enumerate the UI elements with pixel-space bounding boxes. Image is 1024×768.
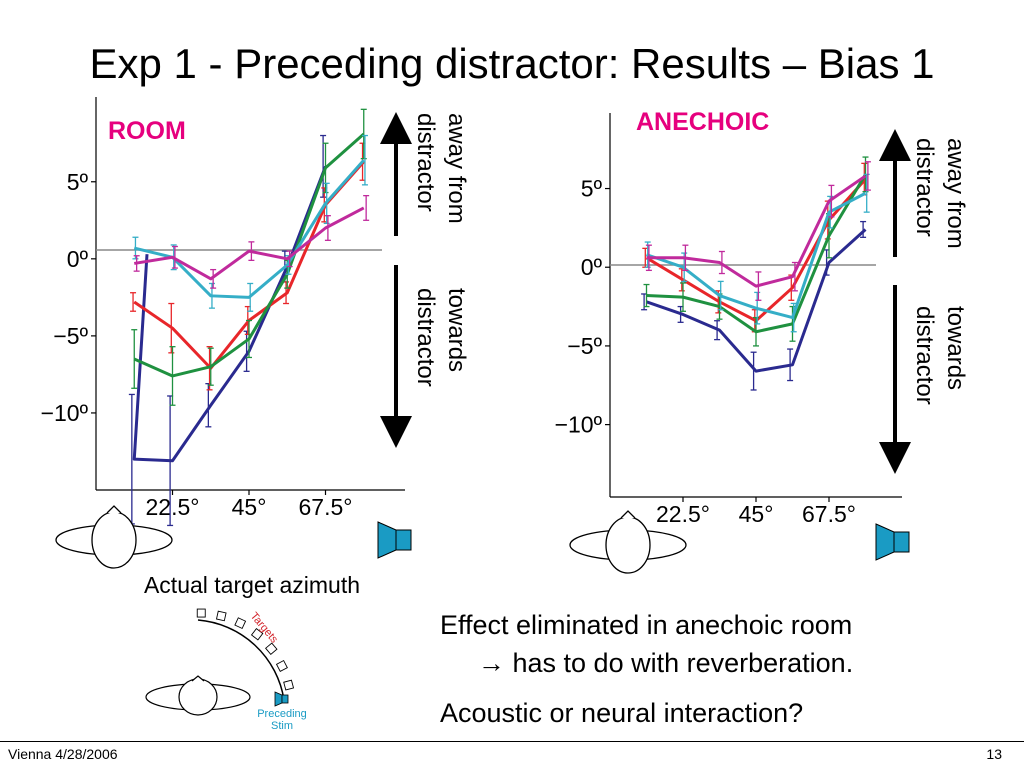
inset-preceding-label-1: Preceding — [257, 708, 307, 720]
anechoic-away-label-1: away from — [942, 138, 969, 249]
inset-head-icon — [145, 675, 251, 716]
anechoic-series-line — [646, 228, 867, 373]
anechoic-away-label-2: distractor — [911, 138, 938, 237]
room-y-ticks: 5º 0º −5º −10º — [41, 169, 96, 426]
room-series-4 — [133, 194, 370, 289]
anechoic-y-tick-label: −5º — [567, 333, 602, 359]
anechoic-x-tick-label: 22.5° — [656, 501, 710, 527]
anechoic-y-tick-label: −10º — [555, 412, 603, 438]
anechoic-series-2 — [643, 156, 869, 347]
inset-target-speakers — [196, 608, 295, 691]
room-series-line — [132, 165, 327, 463]
bullet-2: → has to do with reverberation. — [478, 648, 854, 678]
room-speaker-icon — [377, 521, 412, 559]
anechoic-head-icon — [569, 510, 687, 574]
anechoic-series-4 — [645, 161, 871, 301]
anechoic-series-line — [646, 173, 867, 334]
footer-date: Vienna 4/28/2006 — [8, 746, 118, 762]
anechoic-x-tick-label: 67.5° — [802, 501, 856, 527]
anechoic-series-line — [646, 174, 867, 288]
slide-title: Exp 1 - Preceding distractor: Results – … — [89, 40, 935, 87]
room-towards-label-1: towards — [443, 288, 470, 372]
chart-area: ROOM 5º 0º −5º −10º 22.5° 45° 67.5° away from… — [41, 97, 969, 732]
anechoic-y-ticks: 5º 0º −5º −10º — [555, 176, 610, 438]
room-y-tick-label: −10º — [41, 400, 89, 426]
inset-target-speaker — [215, 610, 227, 622]
anechoic-series-3 — [644, 173, 870, 333]
bullet-3: Acoustic or neural interaction? — [440, 698, 804, 728]
room-series-0 — [128, 134, 327, 527]
room-x-ticks: 22.5° 45° 67.5° — [146, 490, 353, 520]
anechoic-panel-title: ANECHOIC — [636, 108, 769, 136]
room-y-tick-label: 0º — [67, 246, 89, 272]
inset-target-speaker — [250, 627, 264, 641]
anechoic-x-tick-label: 45° — [739, 501, 774, 527]
inset-target-speaker — [275, 659, 288, 672]
anechoic-series-group — [641, 156, 871, 391]
inset-targets-label: Targets — [248, 610, 281, 646]
room-series-line — [133, 132, 365, 378]
room-panel: ROOM 5º 0º −5º −10º 22.5° 45° 67.5° away from… — [41, 97, 470, 598]
room-away-label-2: distractor — [412, 113, 439, 212]
room-y-tick-label: 5º — [67, 169, 89, 195]
room-series-line — [133, 159, 365, 299]
x-axis-caption: Actual target azimuth — [144, 572, 360, 598]
room-series-group — [128, 108, 370, 527]
room-away-label-1: away from — [443, 113, 470, 224]
footer-page-number: 13 — [986, 746, 1002, 762]
setup-inset-diagram: Targets Preceding Stim — [145, 608, 307, 732]
inset-arc — [197, 619, 285, 701]
room-series-line — [134, 206, 365, 281]
room-panel-title: ROOM — [108, 117, 186, 145]
bullet-1: Effect eliminated in anechoic room — [440, 610, 853, 640]
anechoic-towards-label-2: distractor — [911, 306, 938, 405]
room-x-tick-label: 67.5° — [299, 494, 353, 520]
room-x-tick-label: 45° — [232, 494, 267, 520]
inset-preceding-speaker-icon — [274, 691, 289, 707]
room-towards-label-2: distractor — [412, 288, 439, 387]
anechoic-speaker-icon — [875, 523, 910, 561]
anechoic-towards-label-1: towards — [942, 306, 969, 390]
room-y-tick-label: −5º — [53, 323, 88, 349]
inset-preceding-label-2: Stim — [271, 720, 293, 732]
inset-target-speaker — [283, 679, 295, 691]
inset-target-speaker — [196, 608, 206, 618]
room-head-icon — [55, 505, 173, 569]
anechoic-series-line — [646, 191, 867, 320]
footer-divider — [0, 741, 1024, 742]
anechoic-panel: ANECHOIC 5º 0º −5º −10º 22.5° 45° 67.5° away … — [555, 108, 969, 574]
inset-target-speaker — [234, 617, 247, 630]
room-x-tick-label: 22.5° — [146, 494, 200, 520]
anechoic-x-ticks: 22.5° 45° 67.5° — [656, 497, 856, 527]
anechoic-y-tick-label: 0º — [581, 254, 603, 280]
anechoic-y-tick-label: 5º — [581, 176, 603, 202]
anechoic-series-0 — [641, 220, 867, 391]
inset-target-speaker — [265, 642, 278, 656]
